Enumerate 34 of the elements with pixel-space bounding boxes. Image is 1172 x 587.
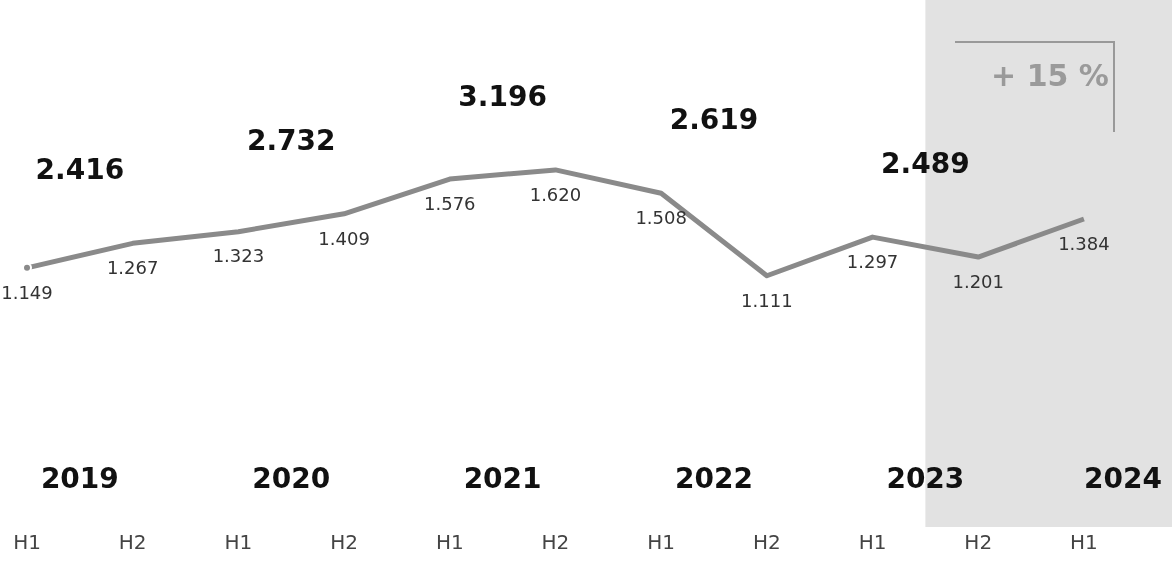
x-tick-label: H1 [13,530,41,555]
data-label: 1.576 [424,192,476,214]
data-label: 1.267 [106,257,159,279]
x-tick-label: H1 [1070,530,1098,555]
x-tick-label: H1 [224,530,253,555]
x-tick-label: H2 [118,530,147,555]
data-label: 1.384 [1058,232,1110,254]
text: 2.619 [668,103,760,137]
data-label: 1.111 [741,289,793,311]
x-tick-label: H2 [964,530,993,555]
text: 2.732 [245,123,337,157]
x-tick-label: H1 [435,530,464,555]
text: 3.196 [457,79,548,113]
data-label: 1.409 [318,227,370,249]
x-tick-label: H2 [752,530,781,555]
text: 2022 [674,462,754,495]
text: 2021 [462,462,543,495]
annotation: 2.489 [880,147,971,181]
data-label: 1.149 [1,281,53,303]
x-tick-label: H2 [541,530,570,555]
text: 2019 [39,462,120,495]
x-tick-label: H1 [858,530,887,555]
text: 2024 [1083,462,1163,495]
data-label: 1.297 [846,250,899,272]
annotation: 2.416 [34,153,126,187]
data-label: 1.323 [212,245,265,267]
data-label: 1.508 [635,206,687,228]
text: 2020 [251,462,332,495]
data-label: 1.201 [952,270,1004,292]
x-tick-label: H2 [330,530,358,555]
text: + 15 % [990,58,1110,93]
data-label: 1.620 [529,183,582,205]
text: 2023 [885,462,966,495]
x-tick-label: H1 [647,530,676,555]
